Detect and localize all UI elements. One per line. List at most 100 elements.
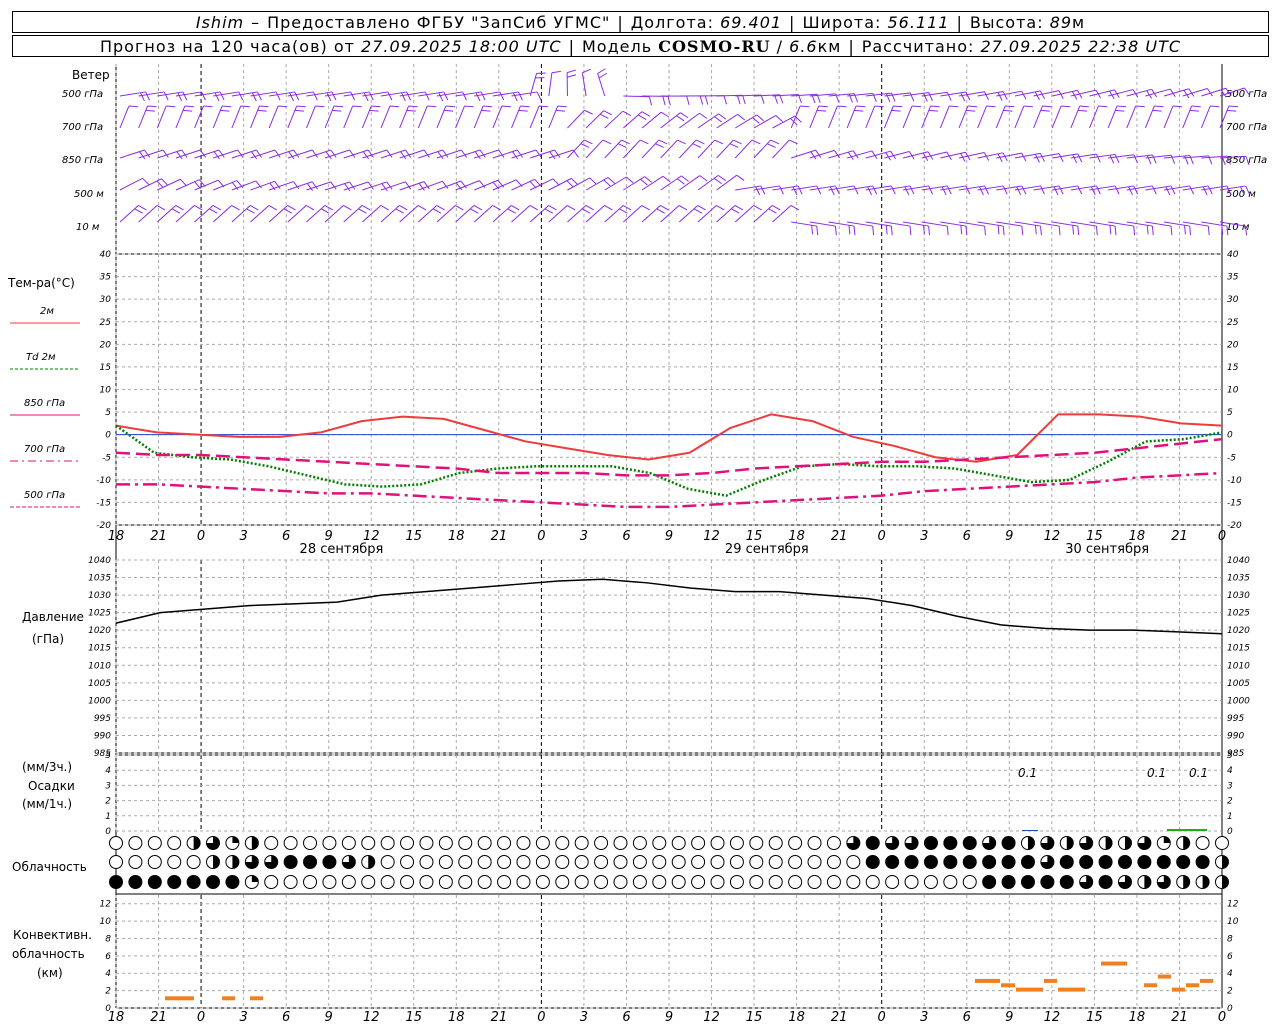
y-tick-label-right: 6 <box>1227 952 1233 962</box>
wind-barb-flag <box>893 105 903 108</box>
wind-barb-staff <box>660 139 678 159</box>
conv-title: Конвективн. <box>13 928 92 942</box>
wind-barb-flag <box>311 149 318 158</box>
temp-series-line <box>115 424 1223 497</box>
wind-barb-staff <box>1201 87 1227 97</box>
x-tick-label: 9 <box>665 529 673 544</box>
wind-barb-flag <box>389 105 400 108</box>
wind-barb-flag <box>1072 225 1075 235</box>
wind-barb-staff <box>1108 221 1134 227</box>
wind-barb-staff <box>604 110 624 129</box>
wind-barb-flag <box>733 139 742 145</box>
wind-barb-staff <box>268 181 294 191</box>
wind-barb-flag <box>997 153 1003 163</box>
wind-barb-staff <box>380 91 407 97</box>
wind-barb-flag <box>1151 226 1154 236</box>
wind-barb-flag <box>1053 186 1059 196</box>
wind-barb-flag <box>512 151 519 160</box>
wind-barb-staff <box>324 181 350 191</box>
cloud-cover-circle <box>516 875 531 889</box>
cloud-cover-circle <box>594 836 609 850</box>
cloud-cover-fill <box>924 836 938 850</box>
y-tick-label-right: 20 <box>1227 340 1239 350</box>
wind-barb-staff <box>809 185 836 191</box>
wind-barb-flag <box>442 181 449 189</box>
wind-barb-flag <box>231 205 240 211</box>
wind-barb-staff <box>716 174 738 191</box>
wind-barb-flag <box>536 91 542 101</box>
cloud-cover-circle <box>788 836 803 850</box>
wind-barb-staff <box>809 149 835 159</box>
x-tick-label-bottom: 6 <box>622 1010 630 1024</box>
wind-barb-flag <box>311 181 318 190</box>
wind-barb-staff <box>1144 105 1155 129</box>
y-tick-label-right: 15 <box>1227 363 1239 373</box>
wind-barb-staff <box>996 90 1022 97</box>
wind-barb-staff <box>362 91 389 97</box>
wind-barb-flag <box>742 95 746 105</box>
wind-barb-flag <box>566 205 576 211</box>
wind-barb-flag <box>677 139 686 145</box>
wind-barb-staff <box>940 91 967 97</box>
wind-barb-staff <box>455 180 480 191</box>
wind-barb-flag <box>890 226 893 236</box>
wind-barb-flag <box>811 225 814 235</box>
cloud-cover-fill <box>1079 855 1093 869</box>
wind-barb-flag <box>288 151 295 160</box>
wind-level-label: 500 м <box>74 189 104 200</box>
cloud-cover-fill <box>1099 875 1113 889</box>
y-tick-label-right: 0 <box>1227 827 1233 837</box>
wind-barb-staff <box>194 149 220 159</box>
wind-barb-flag <box>1189 226 1192 236</box>
wind-barb-flag <box>145 91 150 101</box>
title-dash: – <box>251 12 261 32</box>
wind-barb-flag <box>1021 90 1027 100</box>
x-tick-label-bottom: 18 <box>1129 1010 1146 1024</box>
wind-barb-staff <box>1126 105 1137 129</box>
precip-value-label: 0.1 <box>1189 766 1209 780</box>
wind-barb-flag <box>566 180 574 188</box>
wind-barb-staff <box>753 94 780 97</box>
wind-barb-flag <box>965 226 968 236</box>
wind-barb-staff <box>1219 185 1246 191</box>
wind-barb-flag <box>904 186 910 196</box>
wind-barb-flag <box>289 92 295 102</box>
wind-barb-flag <box>867 186 872 196</box>
x-tick-label-bottom: 21 <box>150 1010 167 1024</box>
y-tick-label: 1030 <box>88 591 111 601</box>
wind-barb-staff <box>268 105 279 129</box>
wind-barb-staff <box>157 149 182 159</box>
wind-barb-staff <box>361 105 372 129</box>
wind-barb-flag <box>1151 185 1157 195</box>
wind-barb-flag <box>479 149 486 158</box>
x-tick-label-bottom: 0 <box>537 1010 545 1024</box>
wind-barb-staff <box>418 91 444 97</box>
wind-barb-flag <box>567 74 577 78</box>
conv-unit: (км) <box>37 966 63 980</box>
cloud-cover-fill <box>963 855 977 869</box>
wind-barb-flag <box>1128 186 1133 196</box>
wind-barb-flag <box>203 105 213 108</box>
wind-barb-flag <box>640 178 648 186</box>
wind-barb-flag <box>667 96 671 106</box>
precip-unit3: (мм/3ч.) <box>22 760 73 774</box>
wind-barb-staff <box>884 185 911 191</box>
wind-barb-staff <box>343 105 354 129</box>
cloud-cover-circle <box>671 875 686 889</box>
cloud-cover-fill <box>1099 855 1113 869</box>
wind-barb-flag <box>269 182 276 191</box>
wind-barb-staff <box>138 105 149 129</box>
cloud-cover-circle <box>749 836 764 850</box>
wind-barb-flag <box>296 105 306 108</box>
wind-barb-flag <box>220 109 230 112</box>
wind-barb-flag <box>161 178 169 186</box>
wind-barb-flag <box>180 178 187 187</box>
wind-barb-flag <box>656 208 665 214</box>
wind-barb-staff <box>1033 153 1060 159</box>
wind-barb-staff <box>847 92 874 97</box>
y-tick-label-right: 0 <box>1227 431 1233 441</box>
wind-barb-staff <box>1163 88 1189 97</box>
wind-barb-staff <box>548 149 574 159</box>
wind-barb-flag <box>622 205 632 211</box>
wind-barb-flag <box>549 151 556 160</box>
